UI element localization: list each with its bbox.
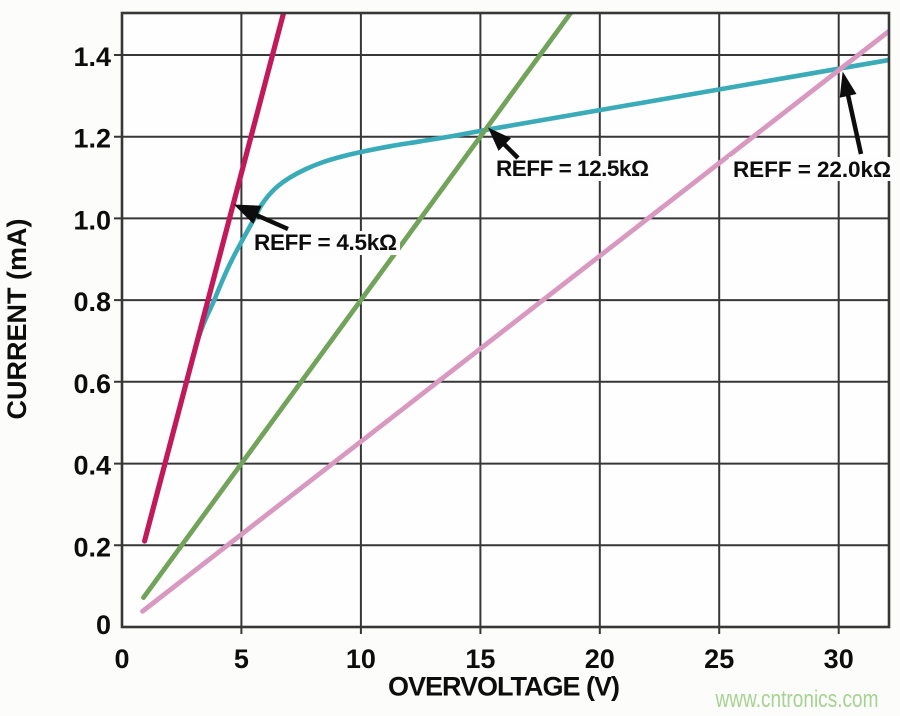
svg-text:15: 15	[465, 644, 495, 674]
svg-text:0: 0	[114, 644, 129, 674]
svg-text:20: 20	[585, 644, 615, 674]
svg-text:0.2: 0.2	[73, 532, 111, 562]
svg-text:25: 25	[704, 644, 734, 674]
svg-text:1.0: 1.0	[73, 205, 111, 235]
svg-text:REFF = 4.5kΩ: REFF = 4.5kΩ	[254, 230, 397, 255]
svg-text:0: 0	[96, 610, 111, 640]
svg-text:OVERVOLTAGE (V): OVERVOLTAGE (V)	[388, 672, 620, 702]
svg-text:REFF = 12.5kΩ: REFF = 12.5kΩ	[496, 156, 649, 181]
svg-text:30: 30	[824, 644, 854, 674]
svg-text:0.6: 0.6	[73, 369, 111, 399]
svg-text:www.cntronics.com: www.cntronics.com	[715, 686, 879, 713]
svg-text:CURRENT (mA): CURRENT (mA)	[2, 219, 32, 420]
svg-text:REFF = 22.0kΩ: REFF = 22.0kΩ	[733, 157, 891, 182]
svg-text:0.8: 0.8	[73, 287, 111, 317]
svg-text:1.2: 1.2	[73, 124, 111, 154]
svg-text:10: 10	[346, 644, 376, 674]
svg-text:1.4: 1.4	[73, 42, 111, 72]
svg-text:0.4: 0.4	[73, 451, 111, 481]
svg-text:5: 5	[234, 644, 249, 674]
